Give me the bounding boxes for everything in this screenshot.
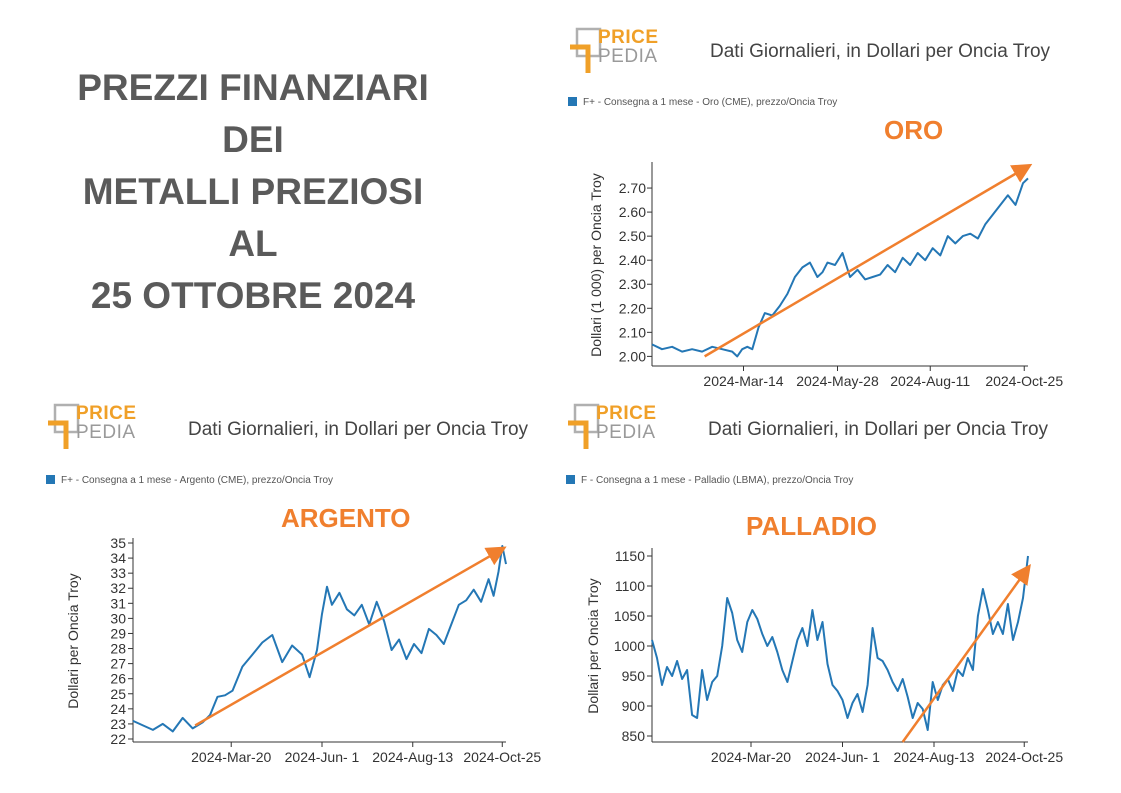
gold-x-tick-label: 2024-Oct-25: [985, 373, 1063, 389]
palladium-x-tick-label: 2024-Aug-13: [894, 749, 975, 765]
silver-y-tick-label: 32: [110, 580, 126, 596]
title-line-2: DEI: [222, 119, 284, 160]
logo-word-pedia: PEDIA: [76, 422, 136, 443]
gold-y-tick-label: 2.60: [619, 204, 646, 220]
palladium-y-tick-label: 850: [622, 728, 646, 744]
silver-y-axis-label: Dollari per Oncia Troy: [65, 573, 81, 708]
palladium-y-tick-label: 1050: [614, 608, 645, 624]
gold-x-tick-label: 2024-Aug-11: [890, 373, 970, 389]
silver-y-tick-label: 29: [110, 625, 126, 641]
palladium-y-tick-label: 1000: [614, 638, 645, 654]
gold-y-tick-label: 2.00: [619, 348, 646, 364]
silver-x-tick-label: 2024-Oct-25: [463, 749, 541, 765]
logo-mark-icon: [568, 403, 600, 449]
pricepedia-logo-silver: PRICE PEDIA: [46, 403, 136, 453]
silver-y-tick-label: 35: [110, 535, 126, 551]
silver-y-tick-label: 34: [110, 550, 126, 566]
title-line-1: PREZZI FINANZIARI: [77, 67, 429, 108]
palladium-subtitle: Dati Giornalieri, in Dollari per Oncia T…: [708, 419, 1049, 440]
silver-x-tick-label: 2024-Jun- 1: [285, 749, 360, 765]
pricepedia-logo: PRICE PEDIA: [568, 27, 658, 77]
palladium-y-tick-label: 1150: [615, 548, 645, 564]
gold-y-tick-label: 2.70: [619, 180, 646, 196]
silver-y-tick-label: 33: [110, 565, 126, 581]
main-title: PREZZI FINANZIARI DEI METALLI PREZIOSI A…: [30, 62, 476, 322]
palladium-x-tick-label: 2024-Jun- 1: [805, 749, 880, 765]
gold-y-tick-label: 2.10: [619, 324, 646, 340]
silver-y-tick-label: 24: [110, 701, 126, 717]
palladium-series-line: [651, 555, 1029, 731]
title-line-4: AL: [228, 223, 278, 264]
silver-y-tick-label: 25: [110, 686, 126, 702]
logo-word-pedia: PEDIA: [598, 46, 658, 67]
gold-y-tick-label: 2.50: [619, 228, 646, 244]
logo-mark-icon: [48, 403, 80, 449]
silver-x-tick-label: 2024-Aug-13: [372, 749, 453, 765]
silver-legend-text: F+ - Consegna a 1 mese - Argento (CME), …: [61, 475, 334, 486]
logo-word-price: PRICE: [76, 403, 137, 424]
palladium-legend-swatch: [566, 475, 575, 484]
silver-x-tick-label: 2024-Mar-20: [191, 749, 271, 765]
gold-y-tick-label: 2.30: [619, 276, 646, 292]
palladium-trend-arrow: [901, 563, 1031, 743]
palladium-y-tick-label: 900: [622, 698, 646, 714]
gold-x-tick-label: 2024-Mar-14: [703, 373, 783, 389]
gold-legend-text: F+ - Consegna a 1 mese - Oro (CME), prez…: [583, 97, 838, 108]
title-line-3: METALLI PREZIOSI: [82, 171, 424, 212]
gold-y-axis-label: Dollari (1 000) per Oncia Troy: [588, 173, 604, 357]
logo-mark-icon: [570, 27, 602, 73]
silver-y-tick-label: 31: [110, 595, 126, 611]
silver-subtitle: Dati Giornalieri, in Dollari per Oncia T…: [188, 419, 529, 440]
gold-trend-arrow: [704, 163, 1033, 358]
logo-word-pedia: PEDIA: [596, 422, 656, 443]
gold-label: ORO: [884, 115, 944, 145]
silver-y-tick-label: 22: [110, 731, 126, 747]
silver-trend-arrow: [194, 546, 507, 727]
silver-y-tick-label: 28: [110, 641, 126, 657]
palladium-x-tick-label: 2024-Oct-25: [985, 749, 1063, 765]
palladium-legend-text: F - Consegna a 1 mese - Palladio (LBMA),…: [581, 475, 854, 486]
gold-legend: F+ - Consegna a 1 mese - Oro (CME), prez…: [568, 97, 837, 108]
gold-subtitle: Dati Giornalieri, in Dollari per Oncia T…: [710, 41, 1051, 62]
silver-y-tick-label: 23: [110, 716, 126, 732]
title-line-5: 25 OTTOBRE 2024: [90, 275, 416, 316]
palladium-x-tick-label: 2024-Mar-20: [711, 749, 791, 765]
gold-x-tick-label: 2024-May-28: [796, 373, 879, 389]
palladium-y-tick-label: 1100: [615, 578, 645, 594]
gold-legend-swatch: [568, 97, 577, 106]
silver-y-tick-label: 26: [110, 671, 126, 687]
gold-y-tick-label: 2.20: [619, 300, 646, 316]
silver-legend: F+ - Consegna a 1 mese - Argento (CME), …: [46, 475, 333, 486]
palladium-label: PALLADIO: [746, 511, 877, 541]
silver-y-tick-label: 30: [110, 610, 126, 626]
silver-series-line: [132, 545, 507, 733]
palladium-legend: F - Consegna a 1 mese - Palladio (LBMA),…: [566, 475, 853, 486]
gold-series-line: [651, 177, 1029, 358]
palladium-y-axis-label: Dollari per Oncia Troy: [585, 578, 601, 713]
gold-y-tick-label: 2.40: [619, 252, 646, 268]
logo-word-price: PRICE: [596, 403, 657, 424]
palladium-y-tick-label: 950: [622, 668, 646, 684]
pricepedia-logo-palladium: PRICE PEDIA: [566, 403, 656, 453]
logo-word-price: PRICE: [598, 27, 659, 48]
silver-y-tick-label: 27: [110, 656, 126, 672]
silver-legend-swatch: [46, 475, 55, 484]
silver-label: ARGENTO: [281, 503, 411, 533]
